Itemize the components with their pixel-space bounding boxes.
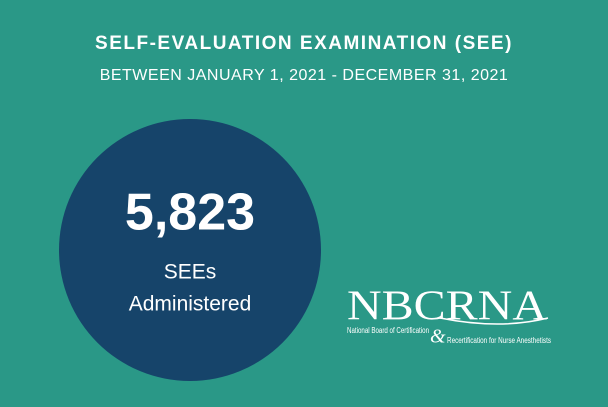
- logo-line2: Recertification for Nurse Anesthetists: [447, 336, 551, 345]
- logo-name: NBCRNA: [347, 284, 548, 330]
- subtitle: BETWEEN JANUARY 1, 2021 - DECEMBER 31, 2…: [100, 67, 509, 84]
- logo-ampersand: &: [430, 326, 446, 348]
- stat-circle: [59, 119, 321, 381]
- stat-label: SEEs: [164, 261, 217, 284]
- logo-line1: National Board of Certification: [347, 326, 429, 335]
- logo-swoosh: [439, 317, 549, 325]
- title: SELF-EVALUATION EXAMINATION (SEE): [95, 33, 513, 54]
- stat-label: Administered: [129, 293, 252, 316]
- stat-value: 5,823: [125, 184, 255, 242]
